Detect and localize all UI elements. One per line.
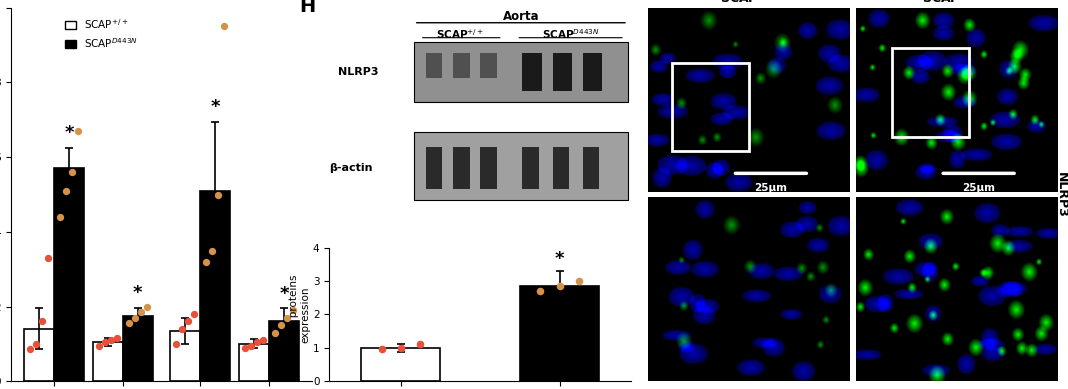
Point [210, 191, 227, 198]
Bar [453, 147, 470, 189]
Point [108, 335, 125, 342]
Point [279, 315, 296, 321]
Bar [520, 286, 599, 381]
Point [96, 339, 113, 345]
Text: SCAP$^{+/+}$: SCAP$^{+/+}$ [437, 27, 485, 41]
Bar [583, 53, 602, 91]
Bar [170, 331, 201, 381]
Point [33, 318, 50, 324]
Point [373, 346, 390, 352]
Point [254, 337, 271, 343]
Bar [552, 147, 569, 189]
Text: 25μm: 25μm [754, 182, 787, 193]
Bar [413, 132, 628, 200]
Bar [53, 168, 84, 381]
Point [121, 320, 138, 326]
Bar [413, 42, 628, 102]
Point [179, 318, 197, 324]
Point [21, 346, 38, 352]
Point [69, 128, 87, 134]
Point [242, 343, 260, 349]
Point [570, 278, 587, 284]
Title: SCAP$^{+/+}$: SCAP$^{+/+}$ [720, 0, 778, 7]
Point [411, 342, 428, 348]
Text: *: * [554, 250, 564, 268]
Bar [239, 344, 269, 381]
Text: *: * [134, 284, 143, 302]
Bar [552, 53, 572, 91]
Point [285, 307, 302, 314]
Bar [123, 316, 153, 381]
Y-axis label: NLRP3 proteins
expression: NLRP3 proteins expression [288, 275, 310, 354]
Point [392, 345, 409, 351]
Text: β-actin: β-actin [329, 163, 373, 173]
Point [204, 247, 221, 254]
Point [90, 343, 107, 349]
Point [267, 329, 284, 336]
Point [532, 288, 549, 294]
Point [63, 169, 80, 175]
Point [132, 309, 150, 315]
Bar [93, 342, 123, 381]
Point [40, 255, 57, 261]
Point [237, 345, 254, 351]
Point [51, 214, 68, 220]
Text: *: * [280, 285, 289, 303]
Bar [426, 53, 442, 78]
Title: SCAP$^{D443N}$: SCAP$^{D443N}$ [922, 0, 991, 7]
Bar [361, 348, 440, 381]
Text: *: * [210, 98, 220, 116]
Point [198, 259, 215, 265]
Bar [426, 147, 442, 189]
Bar [23, 329, 53, 381]
Text: 25μm: 25μm [962, 182, 995, 193]
Point [103, 337, 120, 343]
Bar [201, 191, 231, 381]
Text: *: * [64, 124, 74, 142]
Point [139, 303, 156, 310]
Text: SCAP$^{D443N}$: SCAP$^{D443N}$ [541, 27, 599, 41]
Bar [453, 53, 470, 78]
Point [58, 187, 75, 194]
Point [216, 23, 233, 30]
Bar [583, 147, 599, 189]
Bar [522, 147, 539, 189]
Point [249, 339, 266, 345]
Bar [481, 147, 497, 189]
Text: NLRP3: NLRP3 [339, 67, 379, 77]
Point [168, 341, 185, 347]
Bar [481, 53, 497, 78]
Text: H: H [299, 0, 315, 16]
Text: Aorta: Aorta [503, 10, 539, 23]
Point [551, 283, 568, 289]
Legend: SCAP$^{+/+}$, SCAP$^{D443N}$: SCAP$^{+/+}$, SCAP$^{D443N}$ [61, 13, 142, 54]
Text: NLRP3: NLRP3 [1055, 172, 1068, 217]
Point [174, 326, 191, 332]
Bar [522, 53, 541, 91]
Point [126, 315, 143, 321]
Bar [892, 48, 969, 137]
Point [186, 311, 203, 317]
Point [27, 341, 44, 347]
Bar [269, 321, 299, 381]
Bar [672, 63, 749, 151]
Point [272, 322, 289, 328]
